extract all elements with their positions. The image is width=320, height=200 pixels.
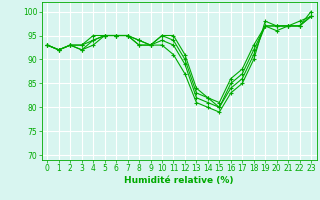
X-axis label: Humidité relative (%): Humidité relative (%) [124,176,234,185]
